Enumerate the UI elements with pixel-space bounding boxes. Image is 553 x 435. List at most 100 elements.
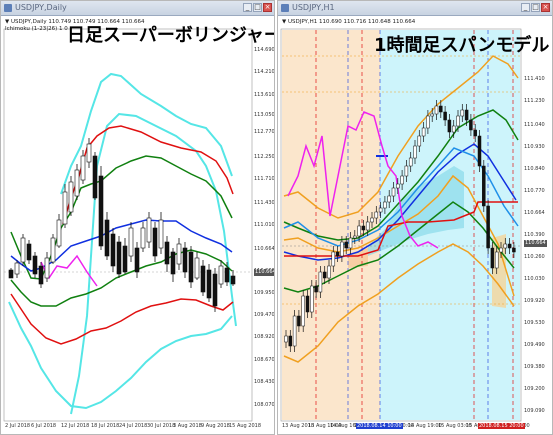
h1-candle-body xyxy=(288,335,293,347)
close-icon[interactable]: × xyxy=(263,3,272,12)
h1-candle-body xyxy=(335,251,340,257)
h1-candle-body xyxy=(365,221,370,231)
h1-time-axis-label: 14 Aug 16:00 xyxy=(330,423,364,429)
daily-price-axis-label: 114.690 xyxy=(254,47,275,53)
chikou-span-line xyxy=(287,111,439,249)
h1-chart-plot[interactable] xyxy=(278,16,553,435)
daily-chart-info-line1: ▼ USDJPY,Daily 110.749 110.749 110.664 1… xyxy=(5,19,145,25)
candle-body xyxy=(110,233,116,267)
h1-time-axis-label: 13 Aug 2018 xyxy=(282,423,315,429)
maximize-icon[interactable]: □ xyxy=(531,3,540,12)
h1-candle-body xyxy=(374,211,379,219)
h1-price-axis-label: 111.230 xyxy=(524,98,545,104)
candle-body xyxy=(158,219,164,249)
minimize-icon[interactable]: _ xyxy=(521,3,530,12)
daily-price-axis-label: 108.920 xyxy=(254,334,275,340)
h1-chart-window[interactable]: USDJPY,H1 _ □ × ▼ USDJPY,H1 110.690 110.… xyxy=(277,0,553,435)
upper-orange-band-line xyxy=(283,174,515,297)
daily-chart-titlebar[interactable]: USDJPY,Daily _ □ × xyxy=(1,1,274,16)
candle-body xyxy=(86,143,92,163)
h1-candle-body xyxy=(301,295,305,327)
h1-price-axis-label: 110.260 xyxy=(524,254,545,260)
candle-body xyxy=(128,227,134,257)
h1-candle-body xyxy=(344,241,348,249)
candle-body xyxy=(200,265,206,293)
daily-chart-plot[interactable] xyxy=(1,16,275,435)
close-icon[interactable]: × xyxy=(541,3,550,12)
h1-candle-body xyxy=(348,237,353,249)
h1-price-axis-label: 111.040 xyxy=(524,122,545,128)
h1-candle-body xyxy=(451,125,456,133)
base-line xyxy=(283,147,519,247)
plot-frame xyxy=(3,28,253,422)
candle-body xyxy=(92,155,98,199)
h1-candle-body xyxy=(400,175,404,185)
middle-blue-line xyxy=(283,143,517,261)
span-cloud-shade xyxy=(368,166,464,256)
h1-candle-body xyxy=(284,335,288,343)
h1-price-axis-label: 109.920 xyxy=(524,298,545,304)
candle-body xyxy=(134,247,140,273)
daily-chart-title: USDJPY,Daily xyxy=(15,3,67,12)
h1-price-axis-label: 110.390 xyxy=(524,232,545,238)
h1-candle-body xyxy=(310,285,314,313)
h1-price-axis-label: 109.380 xyxy=(524,364,545,370)
candle-body xyxy=(20,237,26,263)
daily-price-axis-label: 113.050 xyxy=(254,112,275,118)
candle-body xyxy=(122,245,128,273)
span-red-line xyxy=(284,201,518,257)
h1-price-axis-label: 110.030 xyxy=(524,276,545,282)
h1-candle-body xyxy=(512,247,516,253)
h1-candle-body xyxy=(460,109,465,117)
maximize-icon[interactable]: □ xyxy=(253,3,262,12)
upper-3sigma-band-line xyxy=(60,72,233,195)
h1-candle-body xyxy=(417,135,422,147)
chart-window-icon xyxy=(4,4,12,12)
h1-candle-body xyxy=(297,315,301,327)
h1-candle-body xyxy=(477,135,482,167)
lower-1sigma-band-line xyxy=(10,249,233,307)
h1-candle-body xyxy=(318,271,323,293)
daily-price-axis-label: 109.950 xyxy=(254,290,275,296)
h1-chart-title: USDJPY,H1 xyxy=(292,3,335,12)
daily-price-axis-label: 111.430 xyxy=(254,200,275,206)
h1-candle-body xyxy=(314,285,318,293)
h1-candle-body xyxy=(322,271,327,279)
h1-candle-body xyxy=(456,115,460,127)
candle-body xyxy=(176,243,182,265)
h1-price-axis-label: 110.840 xyxy=(524,166,545,172)
candle-body xyxy=(98,175,104,247)
candle-body xyxy=(212,273,218,307)
daily-current-price-label: 110.664 xyxy=(254,269,275,276)
candle-body xyxy=(56,219,62,247)
h1-price-axis-label: 109.200 xyxy=(524,386,545,392)
candle-body xyxy=(164,241,170,265)
daily-time-axis-label: 2 Jul 2018 xyxy=(5,423,31,429)
h1-candle-body xyxy=(378,207,383,213)
daily-time-axis-label: 9 Aug 2018 xyxy=(201,423,230,429)
daily-time-axis-label: 15 Aug 2018 xyxy=(229,423,262,429)
h1-candle-body xyxy=(434,105,439,115)
h1-candle-body xyxy=(443,111,447,121)
daily-chart-info-line2: Ichimoku (1-23|26) 1 0 xyxy=(5,26,68,32)
h1-candle-body xyxy=(357,225,361,237)
h1-candle-body xyxy=(327,265,331,279)
h1-candle-body xyxy=(490,247,495,269)
minimize-icon[interactable]: _ xyxy=(243,3,252,12)
candle-body xyxy=(224,267,230,283)
candle-body xyxy=(146,217,152,243)
lower-3sigma-band-line-2 xyxy=(8,301,233,410)
h1-candle-body xyxy=(499,247,503,253)
h1-crosshair-time-label: 2018.08.14 10:00 xyxy=(356,423,403,429)
h1-chart-overlay-label: 1時間足スパンモデル xyxy=(374,35,550,56)
daily-price-axis-label: 111.710 xyxy=(254,176,275,182)
middle-band-line xyxy=(10,219,233,272)
daily-chart-overlay-label: 日足スーパーボリンジャー xyxy=(67,25,275,46)
daily-chart-window[interactable]: USDJPY,Daily _ □ × ▼ USDJPY,Daily 110.74… xyxy=(0,0,275,435)
h1-candle-body xyxy=(426,115,430,129)
daily-price-axis-label: 111.010 xyxy=(254,222,275,228)
h1-candle-body xyxy=(391,187,396,197)
h1-candle-body xyxy=(469,119,473,131)
h1-chart-titlebar[interactable]: USDJPY,H1 _ □ × xyxy=(278,1,552,16)
h1-candle-body xyxy=(353,235,357,239)
